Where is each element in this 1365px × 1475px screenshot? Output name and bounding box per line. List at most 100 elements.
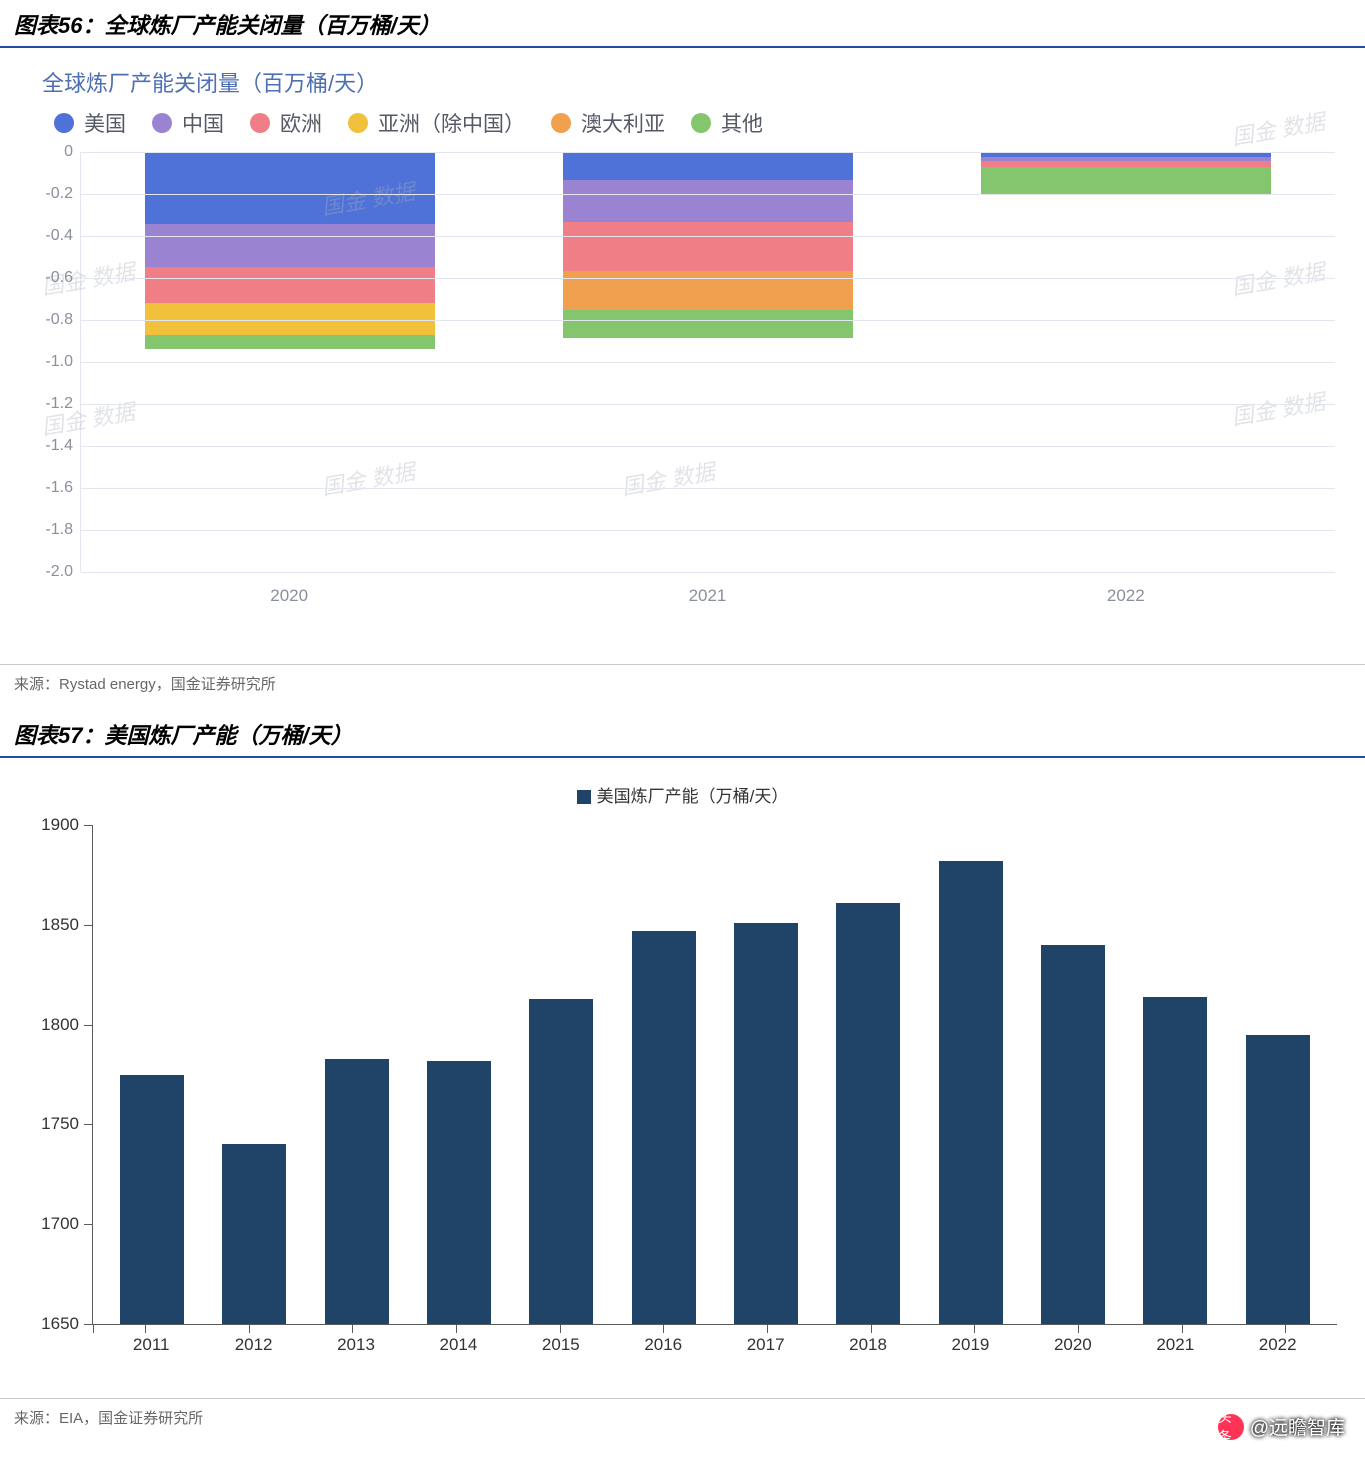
y-tick — [84, 925, 93, 926]
legend-label: 澳大利亚 — [581, 108, 665, 138]
bar-2014 — [427, 1061, 491, 1324]
chart57-plot: 165017001750180018501900 — [92, 825, 1337, 1325]
legend-item-cn: 中国 — [152, 108, 224, 138]
legend-swatch — [551, 113, 571, 133]
x-axis-label: 2011 — [119, 1335, 183, 1355]
x-tick — [352, 1324, 353, 1333]
y-axis-label: -0.4 — [25, 227, 73, 245]
x-axis-label: 2012 — [222, 1335, 286, 1355]
chart56-source: 来源：Rystad energy，国金证券研究所 — [0, 664, 1365, 710]
y-axis-label: 1750 — [25, 1114, 79, 1134]
footer-badge: 头条 @远瞻智库 — [1218, 1413, 1345, 1440]
bar-segment-other — [145, 335, 435, 349]
x-axis-label: 2021 — [562, 586, 852, 606]
bar-segment-aus — [563, 271, 853, 310]
chart57-container: 美国炼厂产能（万桶/天） 165017001750180018501900 20… — [0, 758, 1365, 1398]
chart56-legend: 美国 中国 欧洲 亚洲（除中国） 澳大利亚 其他 — [10, 108, 1355, 152]
bar-2017 — [734, 923, 798, 1324]
bar-2012 — [222, 1144, 286, 1324]
x-tick — [93, 1324, 94, 1333]
x-axis-label: 2022 — [981, 586, 1271, 606]
bar-segment-us — [145, 152, 435, 224]
gridline — [81, 320, 1335, 321]
bar-segment-asia — [145, 303, 435, 335]
y-axis-label: -1.8 — [25, 521, 73, 539]
gridline — [81, 278, 1335, 279]
y-axis-label: -0.2 — [25, 185, 73, 203]
legend-label: 美国 — [84, 108, 126, 138]
y-axis-label: 1800 — [25, 1015, 79, 1035]
legend-label: 欧洲 — [280, 108, 322, 138]
y-axis-label: -0.6 — [25, 269, 73, 287]
y-axis-label: -1.0 — [25, 353, 73, 371]
gridline — [81, 488, 1335, 489]
legend-item-other: 其他 — [691, 108, 763, 138]
bar-2018 — [836, 903, 900, 1324]
chart56-plot: 国金 数据 国金 数据 国金 数据 国金 数据 国金 数据 国金 数据 国金 数… — [80, 152, 1335, 572]
bar-segment-other — [981, 167, 1271, 193]
chart56-title: 图表56：全球炼厂产能关闭量（百万桶/天） — [0, 0, 1365, 48]
y-tick — [84, 825, 93, 826]
y-tick — [84, 1025, 93, 1026]
x-tick — [1182, 1324, 1183, 1333]
x-axis-label: 2015 — [529, 1335, 593, 1355]
legend-label: 亚洲（除中国） — [378, 108, 525, 138]
y-axis-label: -2.0 — [25, 563, 73, 581]
y-tick — [84, 1324, 93, 1325]
legend-item-eu: 欧洲 — [250, 108, 322, 138]
x-axis-label: 2013 — [324, 1335, 388, 1355]
bar-2015 — [529, 999, 593, 1324]
legend-label: 其他 — [721, 108, 763, 138]
bar-segment-eu — [981, 161, 1271, 168]
x-axis-label: 2021 — [1143, 1335, 1207, 1355]
x-axis-label: 2018 — [836, 1335, 900, 1355]
chart57-legend: 美国炼厂产能（万桶/天） — [10, 772, 1355, 825]
chart57-xaxis: 2011201220132014201520162017201820192020… — [92, 1325, 1337, 1355]
bar-2011 — [120, 1075, 184, 1325]
badge-icon: 头条 — [1218, 1414, 1244, 1440]
legend-swatch — [54, 113, 74, 133]
x-axis-label: 2019 — [938, 1335, 1002, 1355]
chart57-source: 来源：EIA，国金证券研究所 — [0, 1398, 1365, 1444]
gridline — [81, 446, 1335, 447]
x-axis-label: 2020 — [144, 586, 434, 606]
x-tick — [456, 1324, 457, 1333]
chart57-bars — [93, 825, 1337, 1324]
bar-2022 — [1246, 1035, 1310, 1324]
bar-2013 — [325, 1059, 389, 1324]
x-tick — [1285, 1324, 1286, 1333]
y-axis-label: -1.6 — [25, 479, 73, 497]
gridline — [81, 194, 1335, 195]
bar-2020 — [1041, 945, 1105, 1324]
bar-segment-eu — [563, 222, 853, 271]
x-tick — [249, 1324, 250, 1333]
gridline — [81, 404, 1335, 405]
x-tick — [974, 1324, 975, 1333]
bar-segment-other — [563, 310, 853, 338]
legend-item-asia: 亚洲（除中国） — [348, 108, 525, 138]
x-axis-label: 2016 — [631, 1335, 695, 1355]
legend-swatch — [152, 113, 172, 133]
y-axis-label: 1900 — [25, 815, 79, 835]
chart57-legend-swatch — [577, 790, 591, 804]
legend-label: 中国 — [182, 108, 224, 138]
legend-swatch — [348, 113, 368, 133]
x-axis-label: 2014 — [426, 1335, 490, 1355]
x-tick — [1078, 1324, 1079, 1333]
bar-2021 — [1143, 997, 1207, 1324]
y-axis-label: -1.2 — [25, 395, 73, 413]
chart57-legend-label: 美国炼厂产能（万桶/天） — [597, 787, 789, 806]
bar-stack — [145, 152, 435, 440]
bar-2019 — [939, 861, 1003, 1324]
legend-swatch — [691, 113, 711, 133]
y-tick — [84, 1224, 93, 1225]
x-axis-label: 2020 — [1041, 1335, 1105, 1355]
legend-swatch — [250, 113, 270, 133]
bar-segment-cn — [563, 180, 853, 222]
badge-author: @远瞻智库 — [1250, 1413, 1345, 1440]
x-tick — [767, 1324, 768, 1333]
legend-item-us: 美国 — [54, 108, 126, 138]
bar-segment-eu — [145, 267, 435, 303]
y-tick — [84, 1124, 93, 1125]
gridline — [81, 572, 1335, 573]
